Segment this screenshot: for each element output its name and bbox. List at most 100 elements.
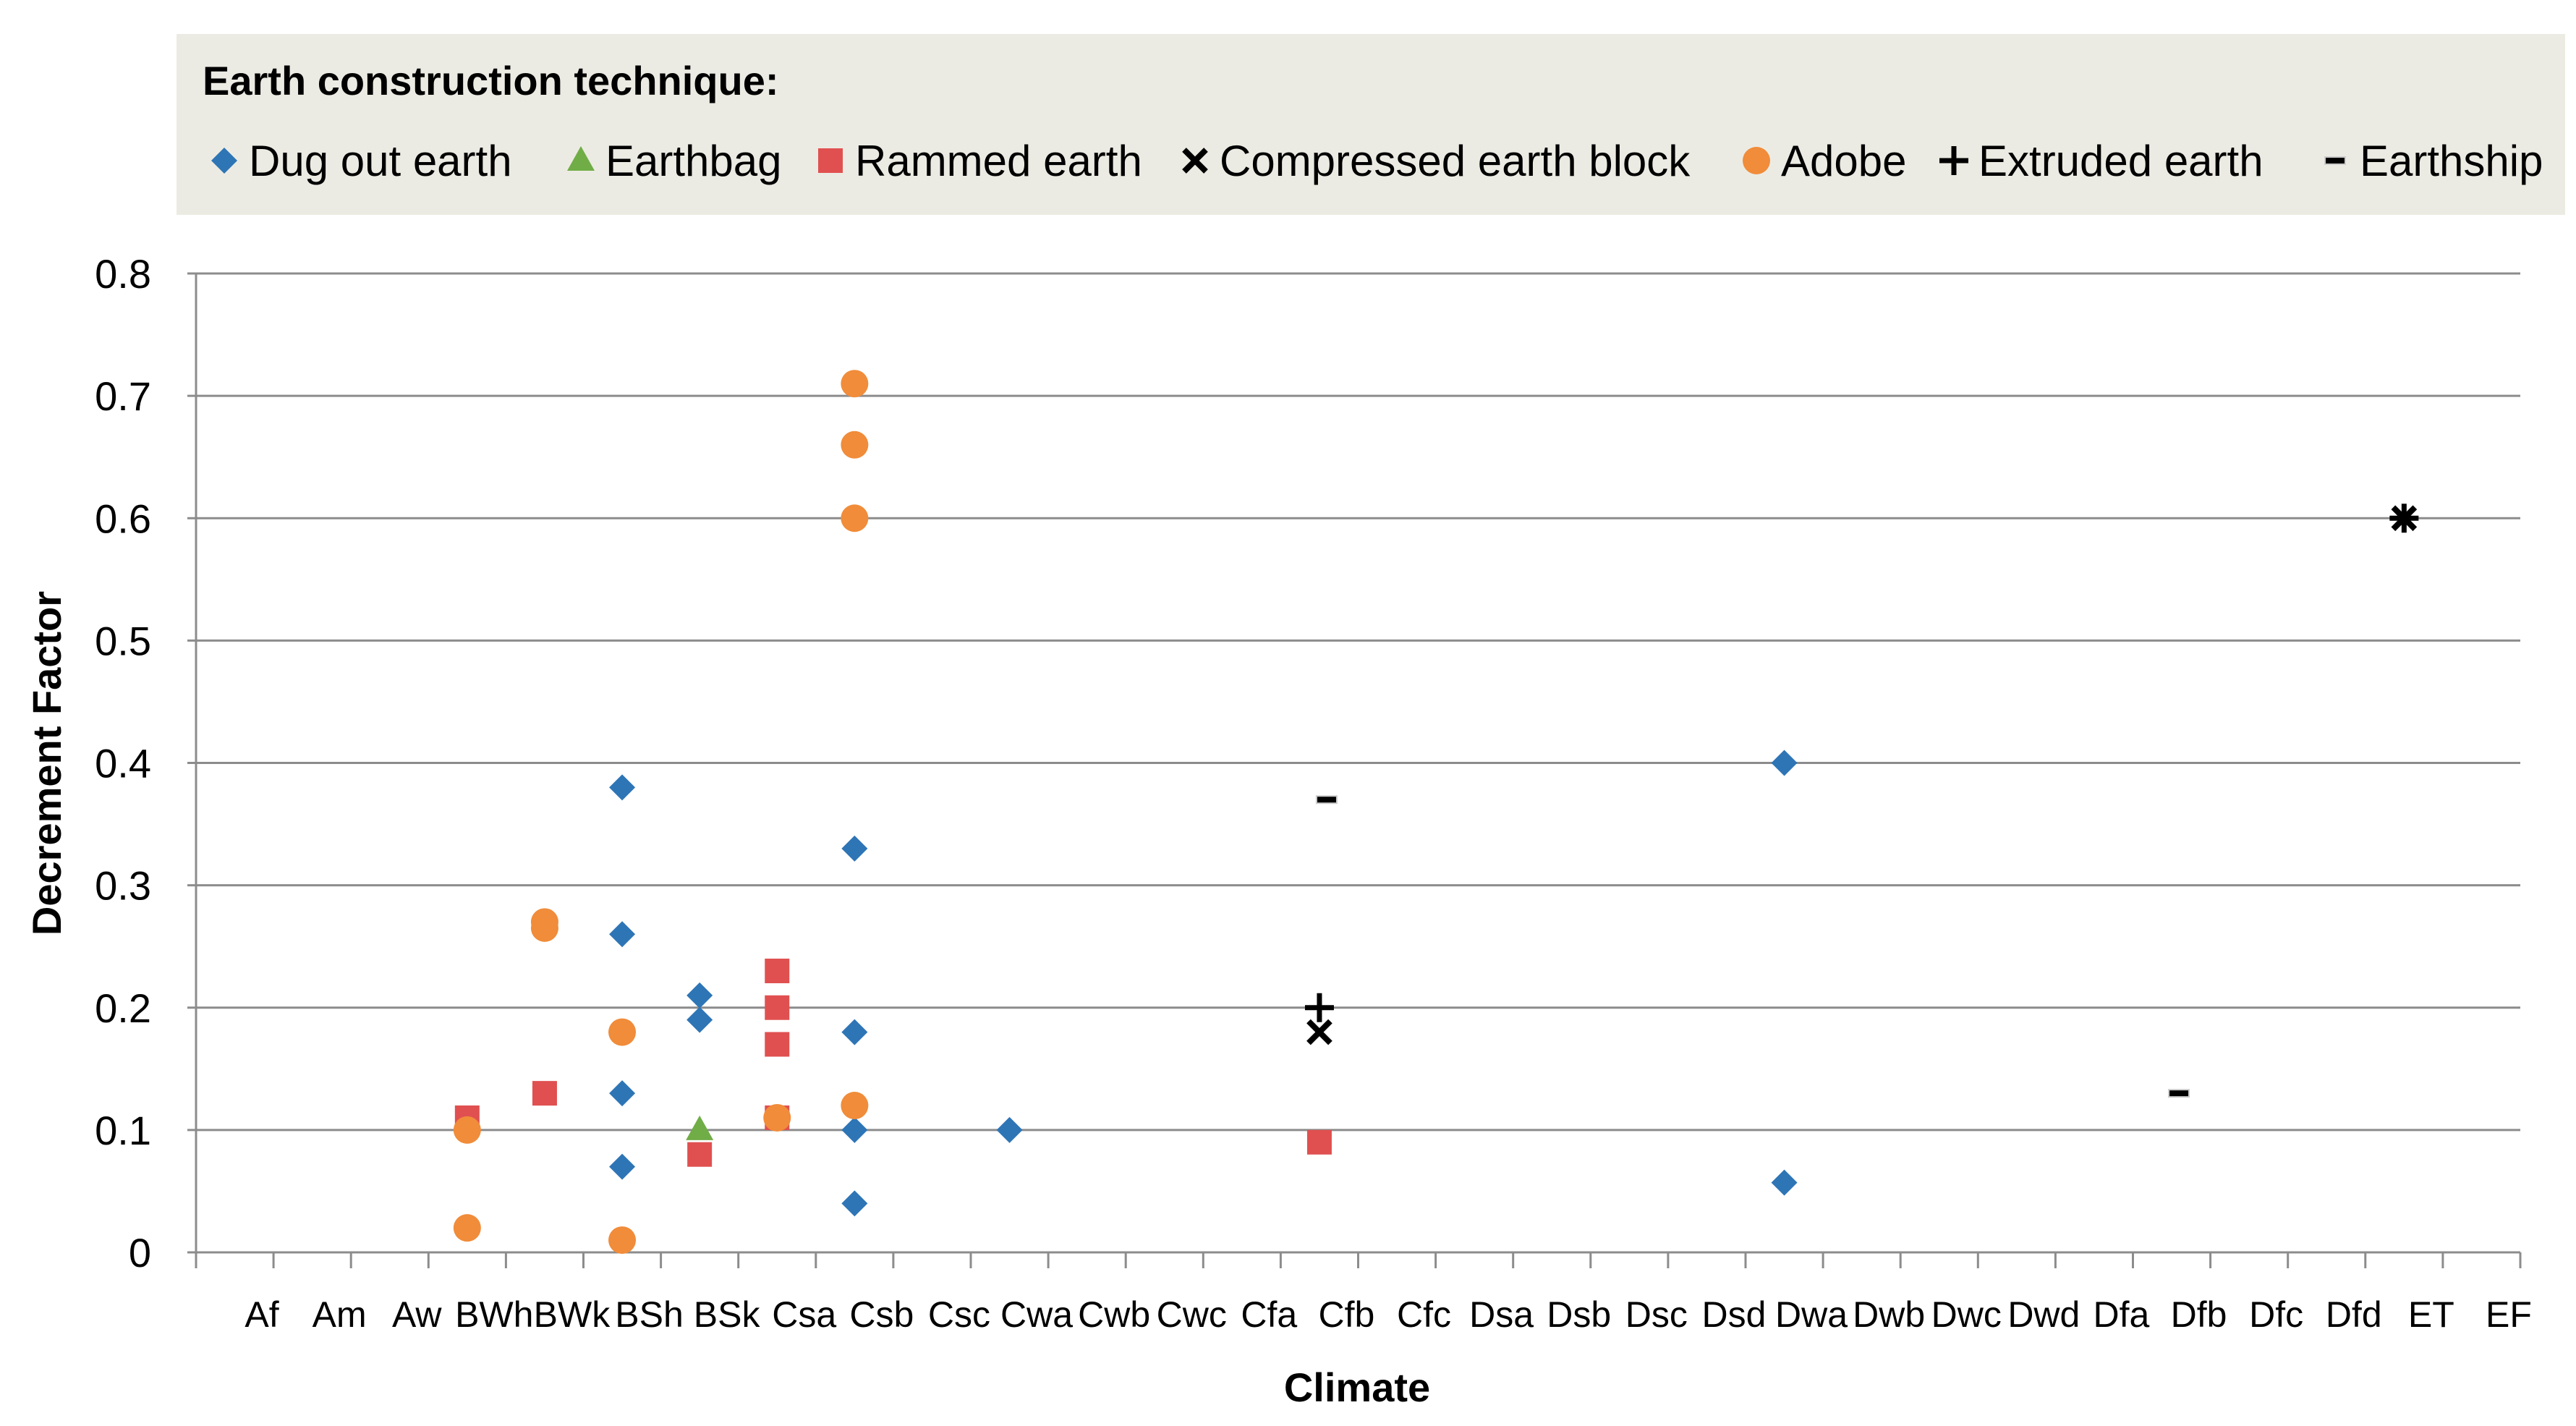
x-tick-label: Dwa bbox=[1775, 1294, 1848, 1335]
data-point-dug-out-earth bbox=[686, 1006, 713, 1033]
x-tick-label: Dsa bbox=[1469, 1294, 1534, 1335]
x-tick-label: BWk bbox=[534, 1294, 611, 1335]
x-tick-label: Dsc bbox=[1625, 1294, 1688, 1335]
data-point-adobe bbox=[841, 370, 869, 398]
legend-marker bbox=[211, 148, 237, 174]
data-point-dug-out-earth bbox=[1771, 750, 1798, 776]
data-point-earthship bbox=[1315, 795, 1338, 805]
data-point-dug-out-earth bbox=[996, 1116, 1023, 1143]
legend-item: Earthbag bbox=[567, 137, 782, 185]
y-tick-label: 0.2 bbox=[95, 985, 151, 1031]
data-point-dug-out-earth bbox=[609, 921, 636, 948]
x-tick-label: Dsd bbox=[1701, 1294, 1766, 1335]
legend-items: Dug out earth Earthbag Rammed earth Compres… bbox=[211, 137, 2543, 185]
data-point-extruded-earth bbox=[2389, 504, 2419, 533]
legend-marker bbox=[1743, 147, 1770, 174]
data-point-adobe bbox=[841, 1092, 869, 1120]
legend-item: Earthship bbox=[2324, 137, 2543, 185]
x-tick-label: ET bbox=[2408, 1294, 2454, 1335]
y-tick-label: 0.1 bbox=[95, 1108, 151, 1153]
x-tick-label: Am bbox=[313, 1294, 367, 1335]
y-tick-label: 0.5 bbox=[95, 618, 151, 663]
x-tick-label: BSh bbox=[615, 1294, 684, 1335]
data-point-dug-out-earth bbox=[841, 835, 868, 862]
data-point-adobe bbox=[608, 1018, 637, 1046]
data-point-rammed-earth bbox=[687, 1142, 713, 1167]
y-axis-title: Decrement Factor bbox=[24, 591, 69, 935]
y-tick-label: 0.7 bbox=[95, 373, 151, 419]
data-point-adobe bbox=[530, 914, 558, 942]
legend-label: Dug out earth bbox=[249, 137, 512, 185]
data-point-dug-out-earth bbox=[1771, 1169, 1798, 1196]
data-points bbox=[453, 370, 2419, 1255]
y-tick-label: 0.8 bbox=[95, 251, 151, 297]
legend-marker bbox=[818, 148, 843, 173]
x-tick-label: BWh bbox=[455, 1294, 533, 1335]
data-point-dug-out-earth bbox=[686, 982, 713, 1009]
x-tick-label: Csa bbox=[772, 1294, 836, 1335]
x-tick-label: Cfa bbox=[1241, 1294, 1297, 1335]
data-point-rammed-earth bbox=[1306, 1129, 1332, 1155]
x-tick-label: Cwa bbox=[1000, 1294, 1073, 1335]
x-tick-label: Cfb bbox=[1319, 1294, 1375, 1335]
x-tick-label: Csc bbox=[928, 1294, 990, 1335]
legend-label: Earthship bbox=[2360, 137, 2543, 185]
legend-marker bbox=[567, 146, 595, 171]
y-tick-label: 0.4 bbox=[95, 741, 151, 786]
data-point-adobe bbox=[841, 504, 869, 532]
legend-marker bbox=[2324, 156, 2346, 165]
x-tick-label: Cfc bbox=[1397, 1294, 1451, 1335]
data-point-rammed-earth bbox=[765, 959, 790, 984]
legend-item: Compressed earth block bbox=[1182, 137, 1691, 185]
legend-item: Dug out earth bbox=[211, 137, 512, 185]
legend-label: Adobe bbox=[1781, 137, 1907, 185]
legend-label: Earthbag bbox=[605, 137, 782, 185]
data-point-dug-out-earth bbox=[609, 774, 636, 801]
x-tick-label: BSk bbox=[694, 1294, 761, 1335]
legend-marker bbox=[1939, 146, 1968, 175]
data-point-compressed-earth-block bbox=[1306, 1019, 1332, 1045]
legend-marker bbox=[1182, 148, 1208, 174]
legend-label: Extruded earth bbox=[1978, 137, 2263, 185]
data-point-adobe bbox=[453, 1116, 481, 1144]
data-point-rammed-earth bbox=[765, 995, 790, 1020]
x-tick-label: EF bbox=[2486, 1294, 2532, 1335]
data-point-dug-out-earth bbox=[841, 1019, 868, 1045]
x-tick-label: Aw bbox=[392, 1294, 442, 1335]
y-tick-labels: 0 0.1 0.2 0.3 0.4 0.5 0.6 0.7 0.8 bbox=[95, 251, 151, 1276]
data-point-dug-out-earth bbox=[609, 1153, 636, 1180]
legend-title: Earth construction technique: bbox=[203, 58, 779, 103]
x-tick-labels: Af Am Aw BWh BWk BSh BSk Csa Csb Csc Cwa Cwb Cwc Cfa C… bbox=[245, 1294, 2531, 1335]
legend-label: Rammed earth bbox=[855, 137, 1142, 185]
x-tick-label: Dsb bbox=[1547, 1294, 1611, 1335]
data-point-extruded-earth bbox=[1304, 993, 1334, 1022]
data-point-adobe bbox=[841, 430, 869, 459]
x-tick-label: Dwd bbox=[2007, 1294, 2080, 1335]
data-point-rammed-earth bbox=[765, 1032, 790, 1057]
y-tick-label: 0 bbox=[129, 1230, 151, 1276]
data-point-dug-out-earth bbox=[841, 1116, 868, 1143]
legend-item: Rammed earth bbox=[818, 137, 1142, 185]
x-tick-label: Dwc bbox=[1931, 1294, 2002, 1335]
y-tick-label: 0.6 bbox=[95, 496, 151, 541]
x-tick-label: Dfd bbox=[2326, 1294, 2382, 1335]
legend-item: Adobe bbox=[1743, 137, 1907, 185]
x-tick-label: Dfc bbox=[2249, 1294, 2303, 1335]
data-point-dug-out-earth bbox=[841, 1190, 868, 1217]
data-point-earthship bbox=[2168, 1089, 2190, 1098]
x-tick-label: Cwc bbox=[1157, 1294, 1227, 1335]
x-tick-label: Dfa bbox=[2093, 1294, 2150, 1335]
x-tick-label: Csb bbox=[849, 1294, 914, 1335]
data-point-earthbag bbox=[686, 1115, 714, 1140]
legend-box bbox=[177, 34, 2565, 215]
data-point-adobe bbox=[453, 1214, 481, 1242]
x-axis-title: Climate bbox=[1284, 1365, 1430, 1410]
x-tick-label: Af bbox=[245, 1294, 279, 1335]
data-point-adobe bbox=[763, 1103, 791, 1132]
data-point-dug-out-earth bbox=[609, 1080, 636, 1107]
data-point-adobe bbox=[608, 1226, 637, 1255]
gridlines bbox=[187, 272, 2520, 1254]
legend-label: Compressed earth block bbox=[1220, 137, 1691, 185]
axes bbox=[195, 273, 2522, 1268]
